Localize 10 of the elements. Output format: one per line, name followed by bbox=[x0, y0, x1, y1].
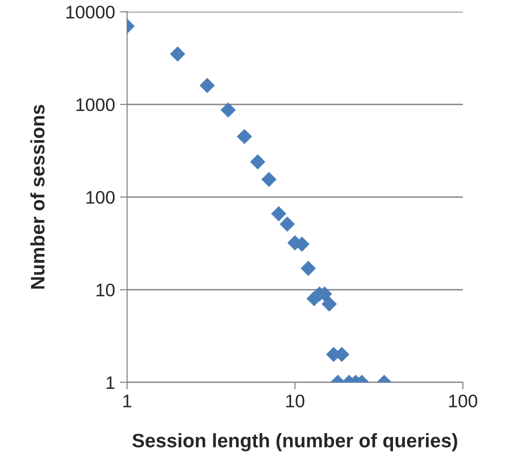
x-tick-label: 100 bbox=[449, 394, 478, 408]
y-tick-label: 100 bbox=[86, 190, 115, 204]
y-axis-title: Number of sessions bbox=[30, 104, 45, 289]
y-tick-label: 10 bbox=[96, 284, 115, 296]
y-tick-label: 1 bbox=[106, 376, 114, 389]
x-tick-label: 1 bbox=[123, 394, 132, 408]
x-axis-title: Session length (number of queries) bbox=[132, 433, 458, 452]
y-tick-label: 1000 bbox=[76, 98, 115, 112]
y-tick-label: 10000 bbox=[66, 6, 115, 19]
x-tick-label: 10 bbox=[286, 394, 304, 408]
